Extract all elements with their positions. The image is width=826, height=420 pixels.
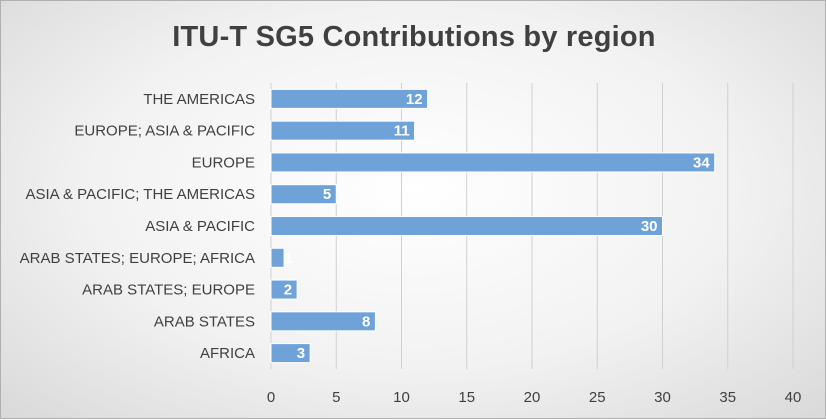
category-label: ASIA & PACIFIC; THE AMERICAS [25, 186, 255, 203]
x-tick-label: 30 [654, 389, 671, 406]
category-label: ARAB STATES; EUROPE; AFRICA [20, 250, 255, 267]
x-tick-label: 0 [267, 389, 275, 406]
bar [270, 343, 311, 364]
x-tick-label: 10 [393, 389, 410, 406]
bar [270, 247, 285, 268]
data-label: 5 [323, 186, 331, 203]
data-label: 2 [284, 282, 292, 299]
bar [270, 152, 716, 173]
data-label: 3 [297, 345, 305, 362]
x-tick-label: 15 [458, 389, 475, 406]
category-label: THE AMERICAS [143, 91, 255, 108]
category-label: ARAB STATES [154, 313, 255, 330]
data-label: 8 [362, 313, 370, 330]
bar [270, 88, 429, 109]
category-label: EUROPE; ASIA & PACIFIC [74, 123, 255, 140]
bar [270, 279, 298, 300]
category-label: EUROPE [192, 154, 255, 171]
x-tick-label: 25 [589, 389, 606, 406]
x-tick-label: 40 [785, 389, 802, 406]
x-tick-label: 35 [719, 389, 736, 406]
chart-title: ITU-T SG5 Contributions by region [172, 21, 656, 53]
data-label: 12 [406, 91, 423, 108]
category-label: ASIA & PACIFIC [145, 218, 255, 235]
bar [270, 216, 663, 236]
x-tick-label: 20 [524, 389, 541, 406]
data-label: 34 [693, 154, 710, 171]
data-label: 30 [641, 218, 658, 235]
bars [270, 88, 716, 364]
bar [270, 120, 416, 141]
bar [270, 311, 376, 332]
category-labels: THE AMERICAS EUROPE; ASIA & PACIFIC EUROPE… [20, 91, 255, 362]
x-tick-label: 5 [332, 389, 340, 406]
bar [270, 184, 337, 205]
category-label: AFRICA [200, 345, 255, 362]
x-axis-tick-labels: 0 5 10 15 20 25 30 35 40 [267, 389, 802, 406]
data-label: 11 [394, 123, 410, 140]
category-label: ARAB STATES; EUROPE [82, 282, 255, 299]
data-label: 1 [285, 250, 293, 267]
